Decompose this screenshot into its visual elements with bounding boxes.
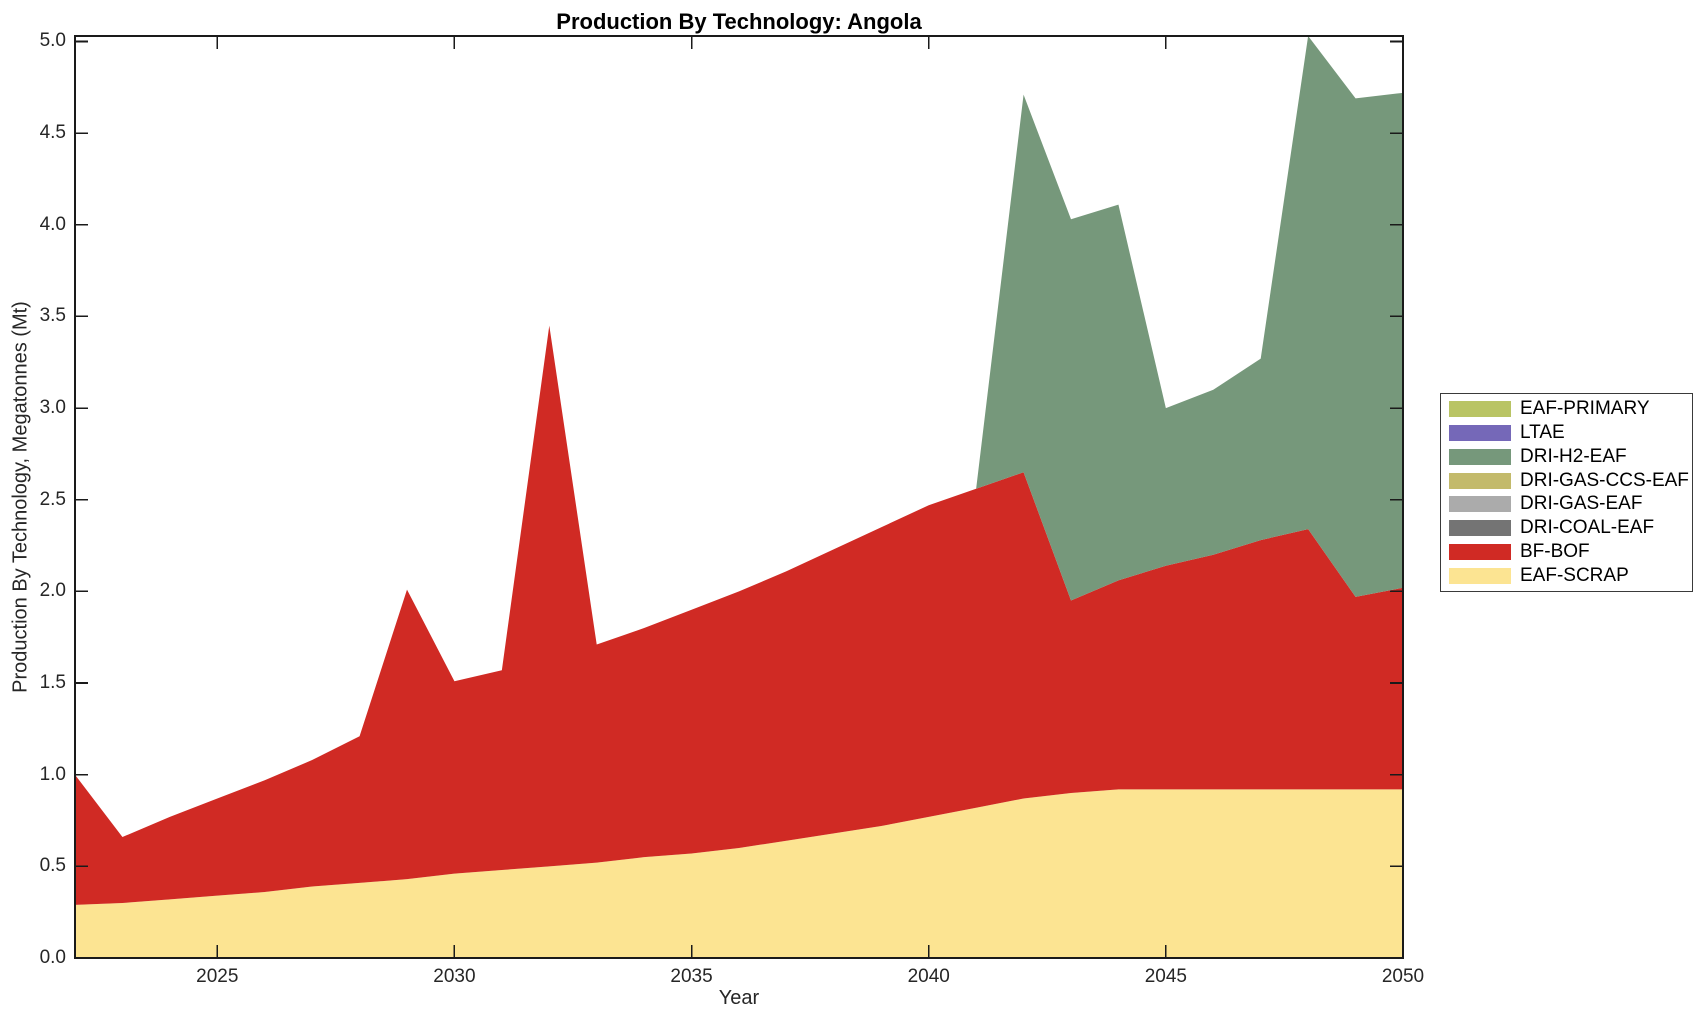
legend-swatch-bf-bof	[1449, 544, 1511, 561]
legend-swatch-dri-gas-eaf	[1449, 496, 1511, 513]
axes-box-and-ticks	[74, 35, 1404, 959]
legend-label-dri-coal-eaf: DRI-COAL-EAF	[1520, 517, 1655, 539]
y-tick-label-4.0: 4.0	[39, 213, 66, 235]
x-tick-label-2040: 2040	[907, 966, 950, 987]
legend-row-eaf-scrap: EAF-SCRAP	[1441, 565, 1692, 587]
x-axis-label: Year	[718, 987, 760, 1009]
legend-label-ltae: LTAE	[1520, 421, 1565, 443]
area-series-bf-bof	[75, 325, 1403, 905]
legend-label-dri-gas-eaf: DRI-GAS-EAF	[1520, 493, 1643, 515]
legend-label-eaf-scrap: EAF-SCRAP	[1520, 565, 1629, 586]
y-tick-label-2.5: 2.5	[39, 488, 66, 510]
legend-row-eaf-primary: EAF-PRIMARY	[1441, 398, 1692, 420]
y-tick-label-2.0: 2.0	[39, 580, 66, 602]
y-tick-label-3.0: 3.0	[39, 397, 66, 419]
area-series-eaf-scrap	[75, 789, 1403, 958]
legend-row-dri-gas-ccs-eaf: DRI-GAS-CCS-EAF	[1441, 470, 1692, 492]
legend-label-dri-gas-ccs-eaf: DRI-GAS-CCS-EAF	[1520, 469, 1689, 491]
legend-label-dri-h2-eaf: DRI-H2-EAF	[1520, 445, 1627, 467]
chart-title: Production By Technology: Angola	[556, 9, 922, 34]
legend-label-bf-bof: BF-BOF	[1520, 541, 1590, 563]
y-tick-label-0.5: 0.5	[39, 855, 66, 877]
legend-row-dri-h2-eaf: DRI-H2-EAF	[1441, 446, 1692, 468]
area-series-dri-h2-eaf	[75, 36, 1403, 838]
legend-swatch-ltae	[1449, 424, 1511, 441]
legend-label-eaf-primary: EAF-PRIMARY	[1520, 397, 1650, 419]
legend-row-dri-gas-eaf: DRI-GAS-EAF	[1441, 493, 1692, 515]
legend-swatch-dri-h2-eaf	[1449, 448, 1511, 465]
legend-swatch-eaf-scrap	[1449, 568, 1511, 584]
y-tick-label-4.5: 4.5	[39, 122, 66, 144]
x-tick-label-2025: 2025	[196, 966, 239, 987]
x-tick-label-2050: 2050	[1381, 966, 1425, 987]
x-tick-label-2030: 2030	[433, 966, 476, 987]
legend-row-bf-bof: BF-BOF	[1441, 541, 1692, 563]
legend-row-ltae: LTAE	[1441, 422, 1692, 444]
legend-swatch-eaf-primary	[1449, 400, 1511, 417]
legend-row-dri-coal-eaf: DRI-COAL-EAF	[1441, 517, 1692, 539]
y-tick-label-1.5: 1.5	[39, 672, 66, 694]
x-tick-label-2035: 2035	[670, 966, 713, 987]
y-tick-label-1.0: 1.0	[39, 763, 66, 785]
y-tick-label-3.5: 3.5	[39, 305, 66, 327]
legend: EAF-PRIMARY LTAE DRI-H2-EAF DRI-GAS-CCS-EAF…	[1440, 393, 1693, 592]
y-tick-label-0.0: 0.0	[39, 947, 66, 968]
legend-swatch-dri-coal-eaf	[1449, 520, 1511, 537]
legend-swatch-dri-gas-ccs-eaf	[1449, 472, 1511, 489]
x-tick-label-2045: 2045	[1144, 966, 1187, 987]
y-tick-label-5.0: 5.0	[39, 30, 66, 52]
